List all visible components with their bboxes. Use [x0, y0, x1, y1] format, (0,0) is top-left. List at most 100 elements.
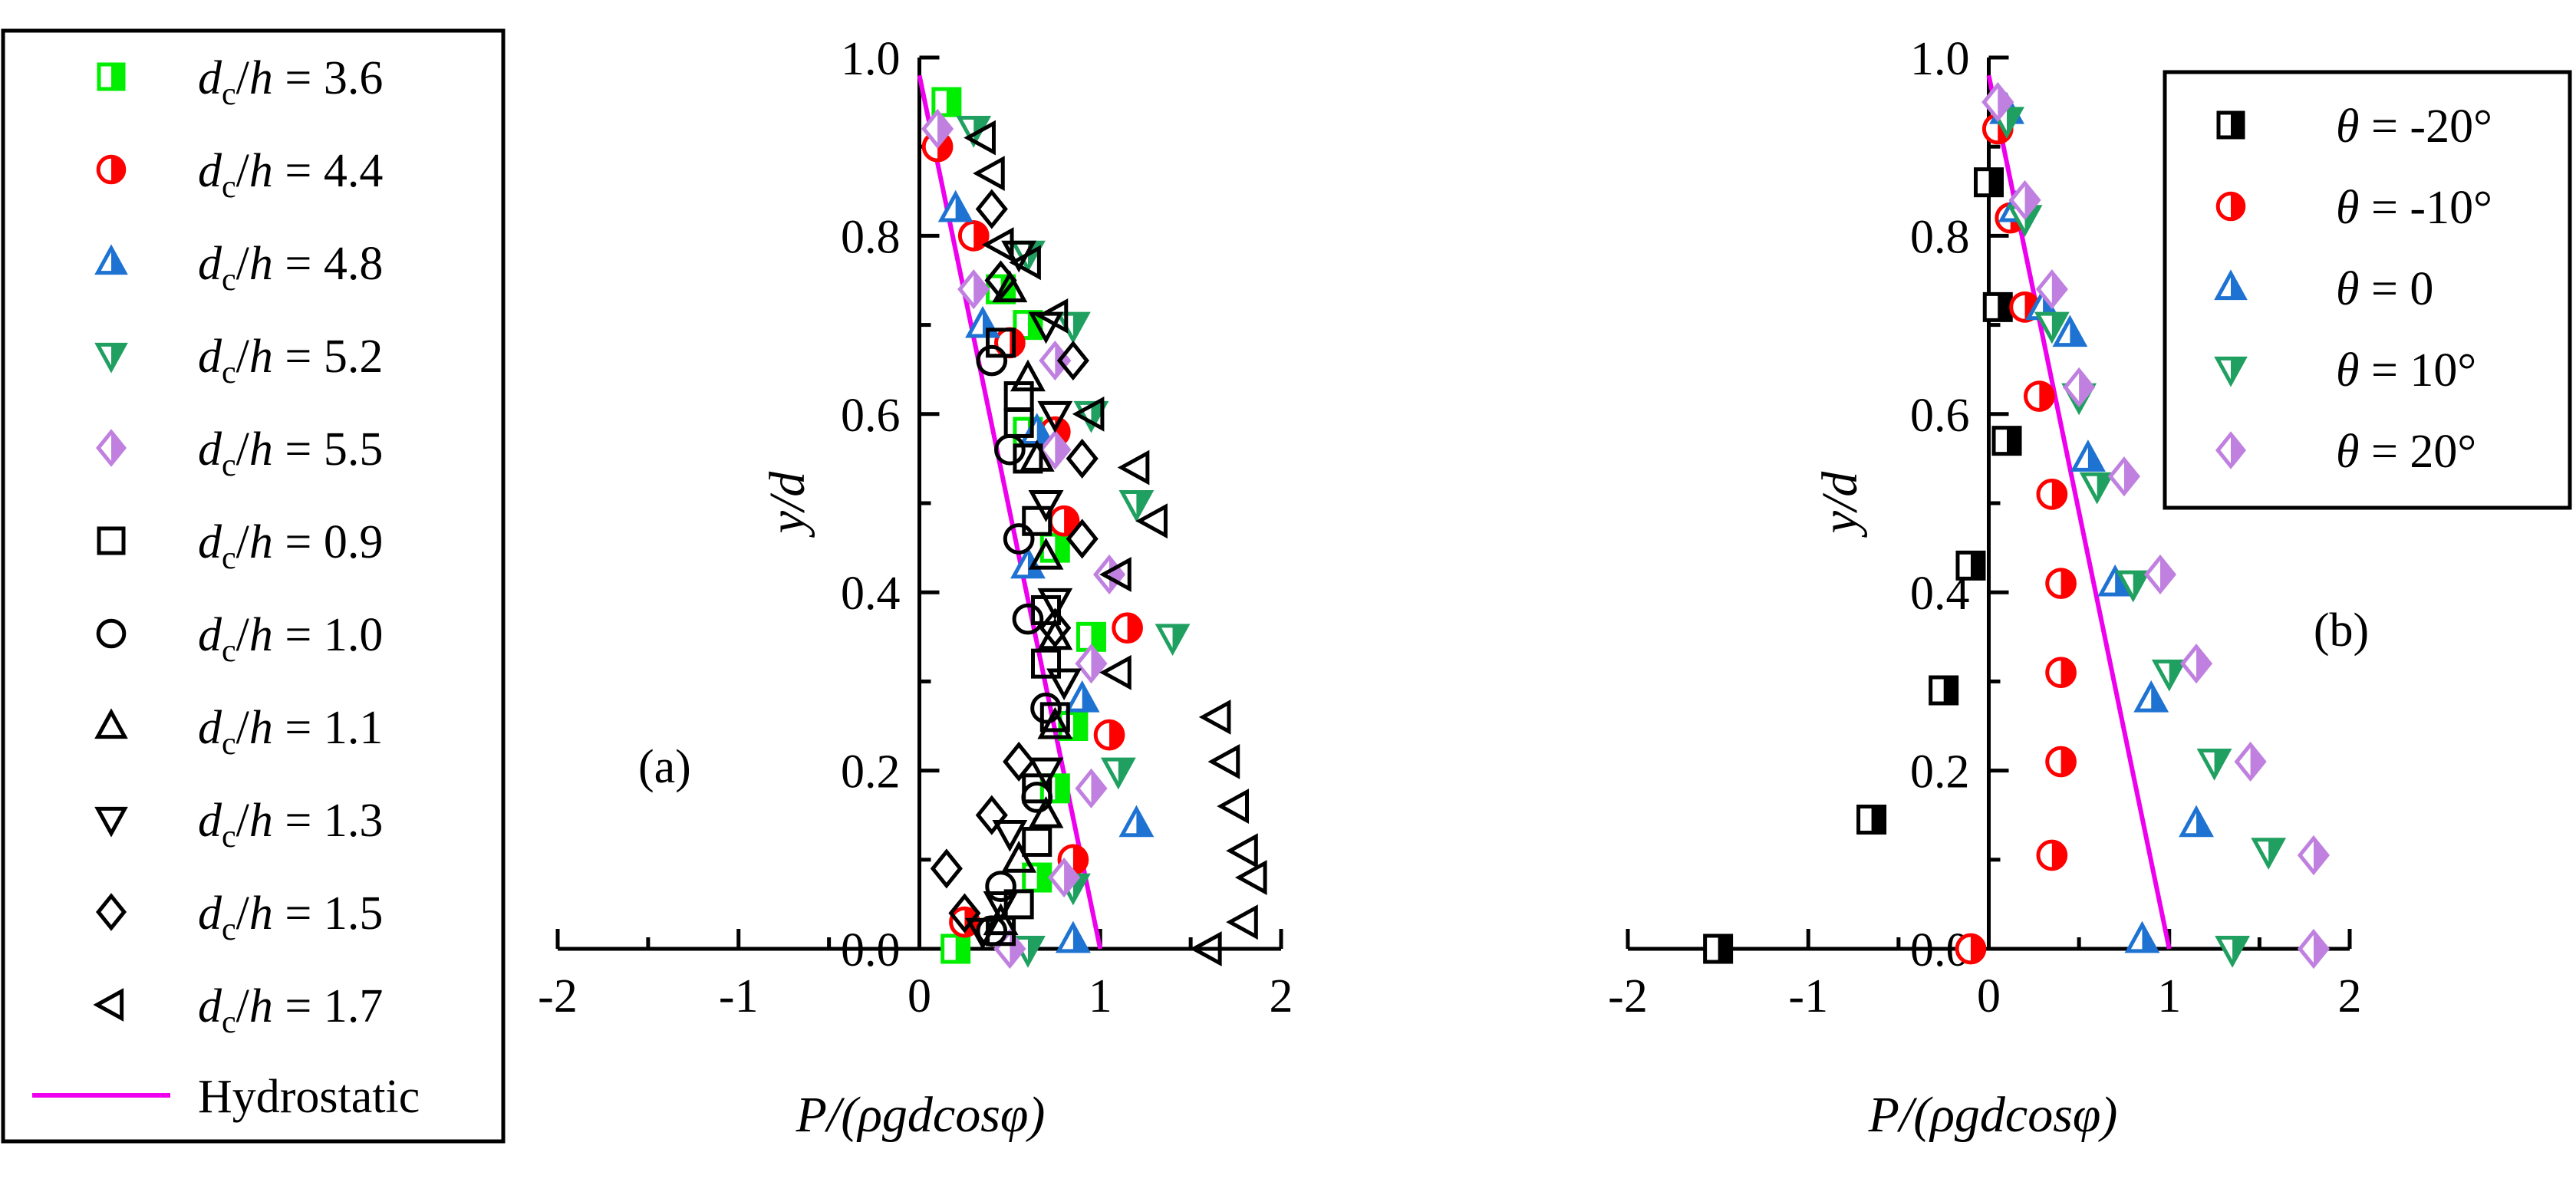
- legend-b-marker-0: [2216, 110, 2245, 140]
- panel-b-marks: [1703, 74, 2331, 970]
- panel-a-y-tick-label: 0.4: [841, 568, 901, 620]
- panel-a-point-s7: [1037, 706, 1073, 739]
- panel-b-point-s4: [2297, 928, 2331, 970]
- panel-a-point-s8: [1028, 490, 1064, 522]
- legend-b-marker-4: [2215, 431, 2247, 469]
- panel-a: -2 -1 0 1 2 0.0 0.2 0.4 0.6 0.8 1.0 (a) P/(ρgdcosφ…: [538, 33, 1293, 1143]
- panel-a-point-s7: [1019, 440, 1055, 472]
- panel-a-label: (a): [638, 741, 691, 793]
- panel-b-y-tick-label: 0.6: [1910, 390, 1970, 442]
- legend-a-marker-2: [94, 244, 128, 275]
- panel-a-point-s4: [1048, 857, 1081, 898]
- legend-a-label-8: dc/h = 1.3: [198, 795, 383, 854]
- panel-b-point-s0: [1982, 291, 2013, 322]
- panel-a-point-s7: [1010, 359, 1046, 392]
- panel-b: -2 -1 0 1 20.00.20.40.60.81.0 (b) P/(ρgdcosφ…: [1608, 33, 2572, 1143]
- panel-b-point-s4: [2297, 835, 2331, 876]
- panel-a-point-s5: [1003, 889, 1034, 920]
- panel-b-point-s4: [2063, 367, 2096, 408]
- panel-b-label: (b): [2314, 604, 2369, 657]
- panel-b-point-s0: [1974, 167, 2004, 198]
- panel-a-x-tick-label: -2: [538, 970, 578, 1022]
- panel-a-point-s8: [1037, 588, 1073, 621]
- panel-a-point-s5: [1003, 407, 1034, 438]
- panel-a-point-s10: [1234, 860, 1267, 895]
- panel-a-point-s10: [1135, 503, 1168, 539]
- panel-a-point-s9: [984, 260, 1017, 301]
- panel-a-point-s10: [1036, 298, 1069, 334]
- panel-b-point-s2: [2179, 805, 2214, 838]
- legend-a-entries: dc/h = 3.6 dc/h = 4.4 dc/h = 4.8 dc/h = 5.2…: [93, 52, 383, 1040]
- panel-b-point-s4: [2107, 456, 2141, 497]
- panel-b-x-tick-label: 2: [2338, 970, 2362, 1022]
- panel-b-point-s0: [1703, 933, 1734, 964]
- legend-a-marker-7: [94, 708, 128, 739]
- panel-a-y-tick-label: 0.0: [841, 924, 901, 976]
- panel-b-x-tick-label: -2: [1608, 970, 1648, 1022]
- panel-a-point-s10: [1117, 449, 1150, 486]
- panel-a-point-s4: [1039, 430, 1072, 470]
- panel-a-point-s6: [985, 871, 1016, 903]
- panel-a-point-s10: [1099, 557, 1132, 592]
- panel-b-point-s1: [1955, 933, 1987, 965]
- panel-a-point-s4: [1075, 768, 1108, 808]
- panel-a-x-tick-label: 1: [1089, 970, 1112, 1022]
- panel-a-point-s3: [1118, 490, 1155, 522]
- panel-a-point-s9: [975, 189, 1008, 229]
- panel-b-point-s4: [2179, 644, 2213, 684]
- panel-a-x-tick-label: -1: [719, 970, 759, 1022]
- panel-a-marks: [917, 74, 1267, 970]
- panel-b-ylabel: y/d: [1812, 471, 1868, 538]
- legend-b: θ = -20° θ = -10° θ = 0 θ = 10° θ = 20°: [2163, 70, 2572, 510]
- panel-a-point-s10: [1207, 744, 1240, 779]
- panel-a-point-s8: [992, 819, 1028, 852]
- panel-a-point-s2: [1064, 680, 1100, 713]
- panel-b-point-s4: [2234, 741, 2267, 782]
- legend-a-label-3: dc/h = 5.2: [198, 331, 383, 390]
- legend-a-marker-1: [96, 154, 127, 185]
- panel-a-point-s5: [1039, 702, 1070, 733]
- panel-a-point-s4: [1075, 644, 1108, 684]
- legend-a-marker-4: [95, 429, 127, 467]
- panel-a-point-s10: [1198, 699, 1231, 735]
- panel-b-point-s1: [2036, 479, 2068, 510]
- panel-a-point-s6: [976, 915, 1008, 947]
- panel-b-point-s2: [2133, 680, 2169, 713]
- panel-a-ylabel: y/d: [759, 471, 815, 538]
- panel-a-point-s10: [1009, 245, 1041, 281]
- legend-b-label-4: θ = 20°: [2336, 426, 2476, 478]
- panel-a-point-s9: [930, 848, 963, 889]
- panel-a-point-s9: [1003, 741, 1036, 782]
- panel-a-axes: -2 -1 0 1 2 0.0 0.2 0.4 0.6 0.8 1.0: [538, 33, 1293, 1022]
- panel-a-point-s3: [1100, 757, 1136, 790]
- panel-b-point-s2: [2124, 920, 2160, 953]
- panel-b-xlabel: P/(ρgdcosφ): [1868, 1087, 2118, 1143]
- legend-a-label-9: dc/h = 1.5: [198, 887, 383, 947]
- panel-b-point-s4: [2008, 179, 2041, 220]
- panel-a-point-s6: [994, 433, 1026, 466]
- panel-a-point-s0: [940, 933, 971, 964]
- panel-a-point-s6: [976, 344, 1008, 377]
- panel-a-point-s10: [1099, 654, 1132, 690]
- panel-b-point-s1: [2024, 380, 2055, 412]
- panel-b-point-s0: [1955, 550, 1986, 581]
- panel-a-point-s8: [965, 917, 1000, 950]
- panel-a-point-s10: [1217, 789, 1250, 825]
- panel-a-point-s10: [1226, 833, 1258, 869]
- panel-a-point-s7: [992, 270, 1028, 303]
- panel-a-point-s0: [1076, 621, 1106, 652]
- panel-a-point-s6: [1003, 523, 1035, 555]
- legend-a-label-10: dc/h = 1.7: [198, 980, 383, 1040]
- legend-a-label-5: dc/h = 0.9: [198, 516, 383, 576]
- panel-b-point-s3: [2034, 311, 2070, 344]
- legend-a-label-0: dc/h = 3.6: [198, 52, 383, 112]
- panel-b-x-tick-label: 1: [2157, 970, 2181, 1022]
- panel-a-x-tick-label: 2: [1270, 970, 1293, 1022]
- panel-b-y-tick-label: 0.2: [1910, 746, 1970, 798]
- legend-b-label-1: θ = -10°: [2336, 182, 2492, 234]
- panel-a-point-s5: [1031, 648, 1062, 679]
- panel-a-point-s10: [1226, 904, 1258, 940]
- panel-b-x-tick-label: -1: [1788, 970, 1828, 1022]
- panel-b-point-s4: [1981, 82, 2014, 123]
